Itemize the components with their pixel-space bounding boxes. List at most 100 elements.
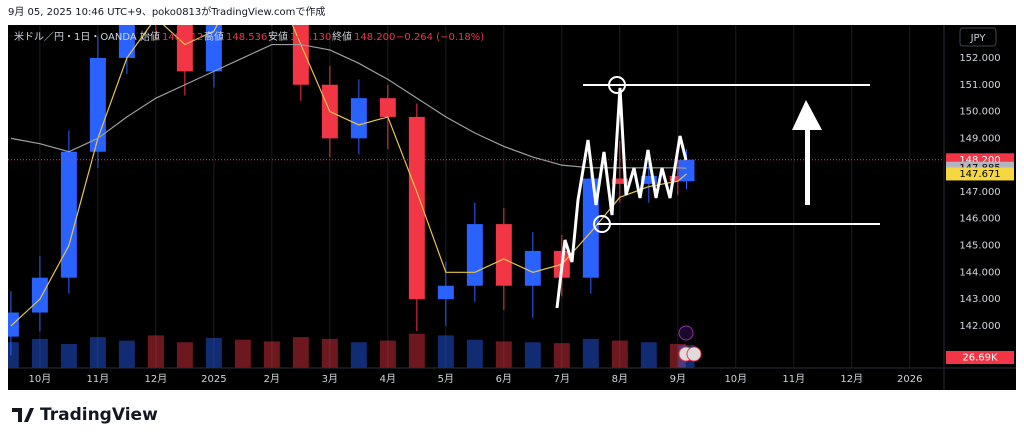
y-tick-label: 144.000 xyxy=(959,267,1000,278)
logo-text: TradingView xyxy=(40,405,158,425)
y-tick-label: 152.000 xyxy=(959,53,1000,64)
price-label-bg xyxy=(946,167,1014,181)
candle-body xyxy=(437,285,454,300)
label: 安値 xyxy=(268,30,288,43)
candle-body xyxy=(176,25,193,72)
candle-body xyxy=(408,116,425,300)
volume-bar xyxy=(495,341,512,368)
volume-bar xyxy=(205,337,222,368)
volume-bar xyxy=(640,342,657,368)
volume-bar xyxy=(31,338,48,368)
value: 148.512 xyxy=(162,32,203,43)
candle-body xyxy=(31,277,48,313)
symbol: 米ドル／円・1日・OANDA xyxy=(14,30,137,43)
volume-bar xyxy=(408,333,425,368)
volume-label-bg xyxy=(946,351,1014,364)
volume-bar xyxy=(379,340,396,368)
volume-label: 26.69K xyxy=(962,353,998,364)
value: 148.130 xyxy=(290,32,331,43)
volume-bar xyxy=(8,342,19,368)
up-arrow xyxy=(792,100,822,205)
x-tick-label: 8月 xyxy=(612,373,628,385)
candle-body xyxy=(350,98,367,139)
caption: 9月 05, 2025 10:46 UTC+9、poko0813がTrading… xyxy=(8,5,325,18)
candle-body xyxy=(292,25,309,85)
volume-bar xyxy=(321,338,338,368)
candle-body xyxy=(524,250,541,286)
x-tick-label: 2026 xyxy=(897,374,922,385)
x-tick-label: 9月 xyxy=(670,373,686,385)
x-tick-label: 7月 xyxy=(554,373,570,385)
candle-body xyxy=(669,175,686,182)
y-tick-label: 142.000 xyxy=(959,321,1000,332)
volume-bar xyxy=(437,335,454,368)
candle-body xyxy=(611,178,628,184)
y-tick-label: 147.000 xyxy=(959,187,1000,198)
volume-bar xyxy=(466,339,483,368)
label: 始値 xyxy=(140,30,160,43)
volume-bar xyxy=(350,342,367,368)
x-tick-label: 10月 xyxy=(724,373,747,385)
currency[interactable]: JPY xyxy=(970,33,987,44)
logo: TradingView xyxy=(12,405,158,425)
drawings xyxy=(555,76,880,309)
volume-bar xyxy=(524,342,541,368)
volume-bar xyxy=(147,335,164,368)
candle-body xyxy=(118,25,135,58)
y-tick-label: 149.000 xyxy=(959,133,1000,144)
volume-bar xyxy=(263,341,280,368)
candle-body xyxy=(466,224,483,286)
x-tick-label: 5月 xyxy=(438,373,454,385)
circle-marker xyxy=(593,215,611,233)
volume-bar xyxy=(611,340,628,368)
volume-bar xyxy=(553,343,570,368)
logo-mark xyxy=(12,408,34,422)
change: −0.264 (−0.18%) xyxy=(396,32,484,43)
currency-button[interactable] xyxy=(959,27,997,47)
volume-bar xyxy=(582,338,599,368)
volume-bar xyxy=(60,343,77,368)
circle-marker xyxy=(608,76,626,94)
volume-bar xyxy=(234,339,251,368)
moving-average xyxy=(10,25,687,327)
zigzag xyxy=(555,87,688,309)
label: 終値 xyxy=(332,30,352,43)
candle-body xyxy=(678,159,695,182)
volume-bar xyxy=(292,337,309,368)
x-tick-label: 10月 xyxy=(29,373,52,385)
volume-bar xyxy=(89,337,106,368)
y-tick-label: 143.000 xyxy=(959,294,1000,305)
label: 高値 xyxy=(204,30,224,43)
x-tick-label: 2月 xyxy=(264,373,280,385)
y-tick-label: 145.000 xyxy=(959,241,1000,252)
candle-body xyxy=(8,312,19,337)
value: 148.200 xyxy=(354,32,395,43)
x-tick-label: 12月 xyxy=(145,373,168,385)
event-icon[interactable] xyxy=(678,325,694,341)
candle-body xyxy=(640,175,657,184)
value: 148.536 xyxy=(226,32,267,43)
price-label: 147.671 xyxy=(959,169,1000,180)
x-tick-label: 6月 xyxy=(496,373,512,385)
candle-body xyxy=(205,25,222,72)
candle-body xyxy=(264,0,280,4)
x-tick-label: 11月 xyxy=(782,373,805,385)
x-tick-label: 12月 xyxy=(840,373,863,385)
chart-bg xyxy=(8,25,1016,390)
x-tick-label: 3月 xyxy=(322,373,338,385)
x-tick-label: 11月 xyxy=(87,373,110,385)
legend: 米ドル／円・1日・OANDA 始値 148.512 高値 148.536 安値 … xyxy=(14,30,484,43)
x-tick-label: 4月 xyxy=(380,373,396,385)
candle-body xyxy=(379,98,396,117)
candle-body xyxy=(60,151,77,278)
y-tick-label: 151.000 xyxy=(959,80,1000,91)
y-tick-label: 146.000 xyxy=(959,214,1000,225)
x-tick-label: 2025 xyxy=(201,374,226,385)
volume-bar xyxy=(176,342,193,368)
flag-icon[interactable] xyxy=(686,346,702,362)
y-tick-label: 150.000 xyxy=(959,107,1000,118)
candle-body xyxy=(495,224,512,286)
price-label: 148.200 xyxy=(959,155,1000,166)
volume-bar xyxy=(118,340,135,368)
